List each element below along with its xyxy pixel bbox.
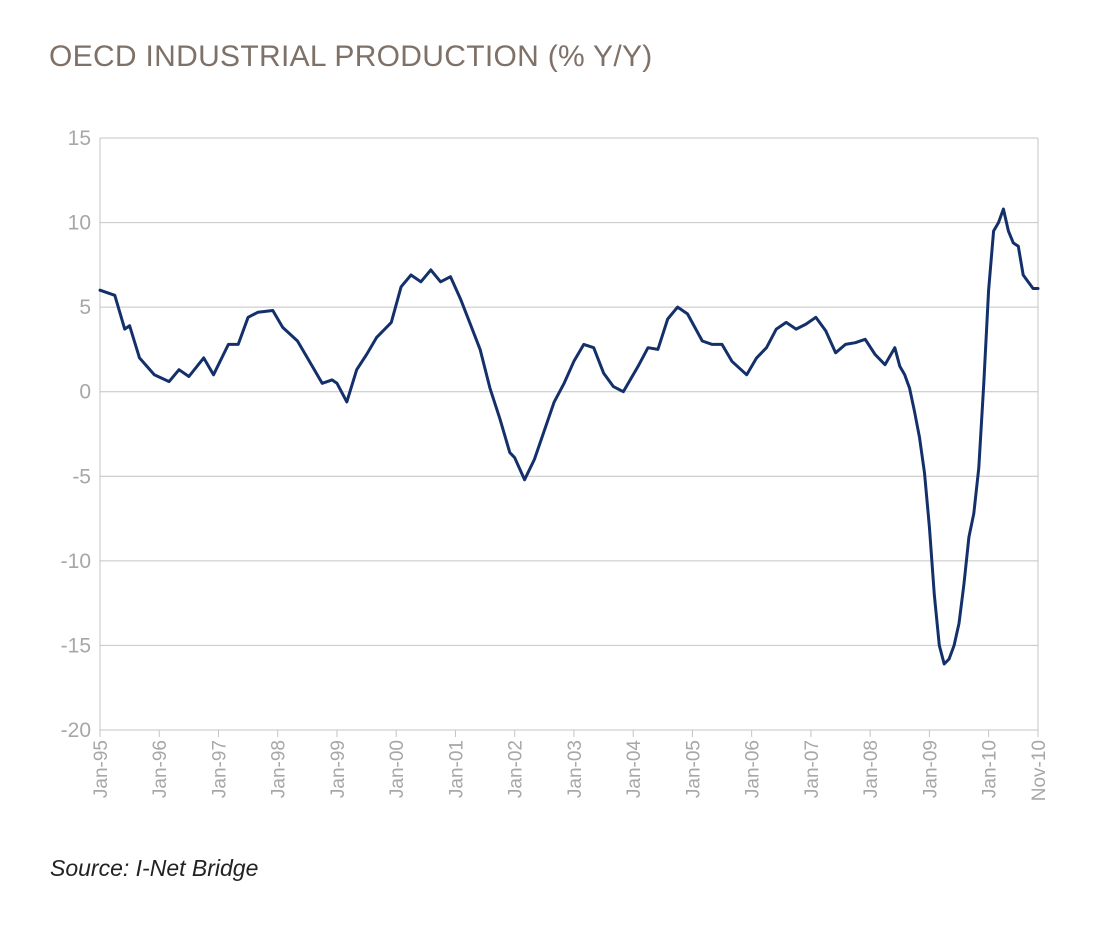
x-axis-tick-labels: Jan-95 Jan-96 Jan-97 Jan-98 Jan-99 Jan-00 Jan-… <box>91 740 1050 802</box>
x-tick-label: Jan-01 <box>446 740 467 798</box>
y-tick-label: 5 <box>79 296 91 319</box>
x-tick-label: Jan-99 <box>328 740 349 798</box>
y-tick-label: 0 <box>79 381 91 404</box>
y-axis-tick-labels: 15 10 5 0 -5 -10 -15 -20 <box>61 127 91 742</box>
x-tick-label: Jan-10 <box>980 740 1001 798</box>
series-line <box>98 207 1040 666</box>
x-tick-label: Jan-03 <box>565 740 586 798</box>
y-tick-label: 15 <box>68 127 91 150</box>
x-tick-label: Jan-97 <box>209 740 230 798</box>
y-tick-label: -10 <box>61 550 91 573</box>
source-note: Source: I-Net Bridge <box>50 855 259 881</box>
x-tick-label: Jan-08 <box>861 740 882 798</box>
axes <box>99 138 1039 737</box>
x-tick-label: Jan-98 <box>269 740 290 798</box>
y-tick-label: -5 <box>72 465 91 488</box>
x-tick-label: Jan-04 <box>624 740 645 799</box>
x-tick-label: Jan-07 <box>802 740 823 798</box>
x-tick-label: Jan-05 <box>683 740 704 798</box>
y-tick-label: 10 <box>68 212 91 235</box>
y-tick-label: -20 <box>61 719 91 742</box>
x-tick-label: Jan-95 <box>91 740 112 798</box>
x-tick-label: Jan-09 <box>920 740 941 798</box>
y-tick-label: -15 <box>61 634 91 657</box>
series-layer <box>98 207 1040 666</box>
x-tick-label: Jan-02 <box>506 740 527 798</box>
x-tick-label: Jan-96 <box>150 740 171 798</box>
x-tick-label: Jan-00 <box>387 740 408 798</box>
x-tick-label: Nov-10 <box>1029 740 1050 801</box>
x-tick-label: Jan-06 <box>743 740 764 798</box>
gridlines <box>100 137 1038 731</box>
chart-title: OECD INDUSTRIAL PRODUCTION (% Y/Y) <box>49 40 653 73</box>
